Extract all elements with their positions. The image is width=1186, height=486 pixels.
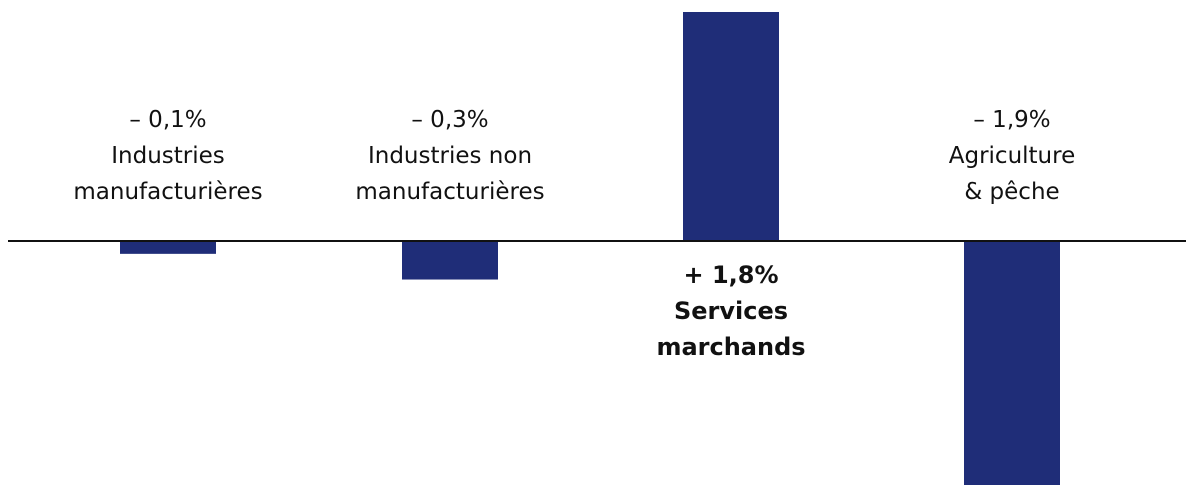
bar-agriculture-peche (964, 241, 1060, 485)
label-services-marchands-line-1: + 1,8% (683, 261, 778, 289)
label-agriculture-peche-line-1: – 1,9% (973, 107, 1050, 133)
label-industries-manufacturieres-line-3: manufacturières (73, 179, 262, 205)
label-industries-non-manufacturieres-line-1: – 0,3% (411, 107, 488, 133)
bar-services-marchands (683, 12, 779, 241)
label-services-marchands-line-3: marchands (656, 333, 805, 361)
label-industries-non-manufacturieres-line-2: Industries non (368, 143, 532, 169)
labels-group: – 0,1% Industries manufacturières – 0,3% Ind… (73, 107, 1075, 361)
label-industries-non-manufacturieres-line-3: manufacturières (355, 179, 544, 205)
label-industries-manufacturieres-line-1: – 0,1% (129, 107, 206, 133)
label-services-marchands-line-2: Services (674, 297, 788, 325)
label-agriculture-peche-line-2: Agriculture (949, 143, 1076, 169)
label-agriculture-peche-line-3: & pêche (964, 179, 1059, 205)
bar-industries-non-manufacturieres (402, 241, 498, 280)
bar-industries-manufacturieres (120, 241, 216, 254)
label-industries-manufacturieres-line-2: Industries (111, 143, 225, 169)
bars-group (120, 12, 1060, 485)
